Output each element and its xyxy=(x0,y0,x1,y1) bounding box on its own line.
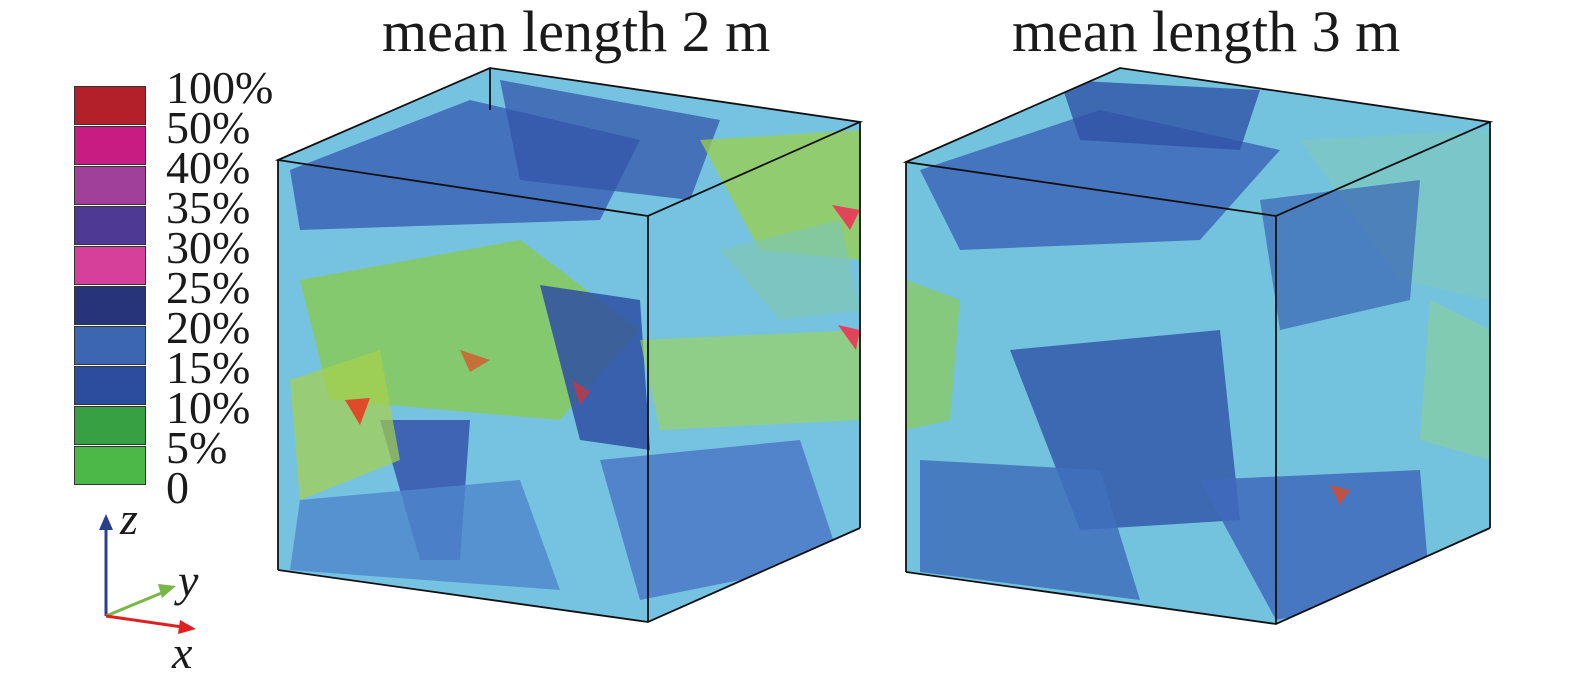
legend-swatch-10 xyxy=(74,406,146,445)
legend-label-5: 5% xyxy=(166,422,228,473)
legend-label-0: 0 xyxy=(166,462,189,513)
axis-triad xyxy=(99,514,196,634)
cube-frame-left xyxy=(274,67,864,623)
panel-title-left: mean length 2 m xyxy=(382,0,771,64)
legend-swatch-35 xyxy=(74,206,146,245)
legend-swatch-100 xyxy=(74,86,146,125)
axis-label-z: z xyxy=(120,493,138,544)
legend-swatch-40 xyxy=(74,166,146,205)
legend-label-100: 100% xyxy=(166,62,274,113)
axis-label-x: x xyxy=(172,627,193,678)
legend-label-40: 40% xyxy=(166,142,251,193)
fracture-network-right xyxy=(906,68,1490,624)
panel-title-right: mean length 3 m xyxy=(1012,0,1401,64)
z-arrowhead-icon xyxy=(99,514,113,530)
axis-label-y: y xyxy=(178,555,199,606)
legend-label-30: 30% xyxy=(166,222,251,273)
legend-swatch-5 xyxy=(74,446,146,485)
legend-label-35: 35% xyxy=(166,182,251,233)
x-arrowhead-icon xyxy=(178,620,196,634)
legend-label-20: 20% xyxy=(166,302,251,353)
legend-swatch-30 xyxy=(74,246,146,285)
legend-label-25: 25% xyxy=(166,262,251,313)
legend-swatch-20 xyxy=(74,326,146,365)
legend-swatch-25 xyxy=(74,286,146,325)
legend-swatch-50 xyxy=(74,126,146,165)
legend-swatch-15 xyxy=(74,366,146,405)
y-axis-arrow xyxy=(105,590,165,618)
legend-label-10: 10% xyxy=(166,382,251,433)
legend-label-15: 15% xyxy=(166,342,251,393)
y-arrowhead-icon xyxy=(158,584,176,598)
cube-frame-right xyxy=(902,67,1494,625)
legend-label-50: 50% xyxy=(166,102,251,153)
x-axis-arrow xyxy=(105,614,183,629)
fracture-network-left xyxy=(278,68,860,622)
